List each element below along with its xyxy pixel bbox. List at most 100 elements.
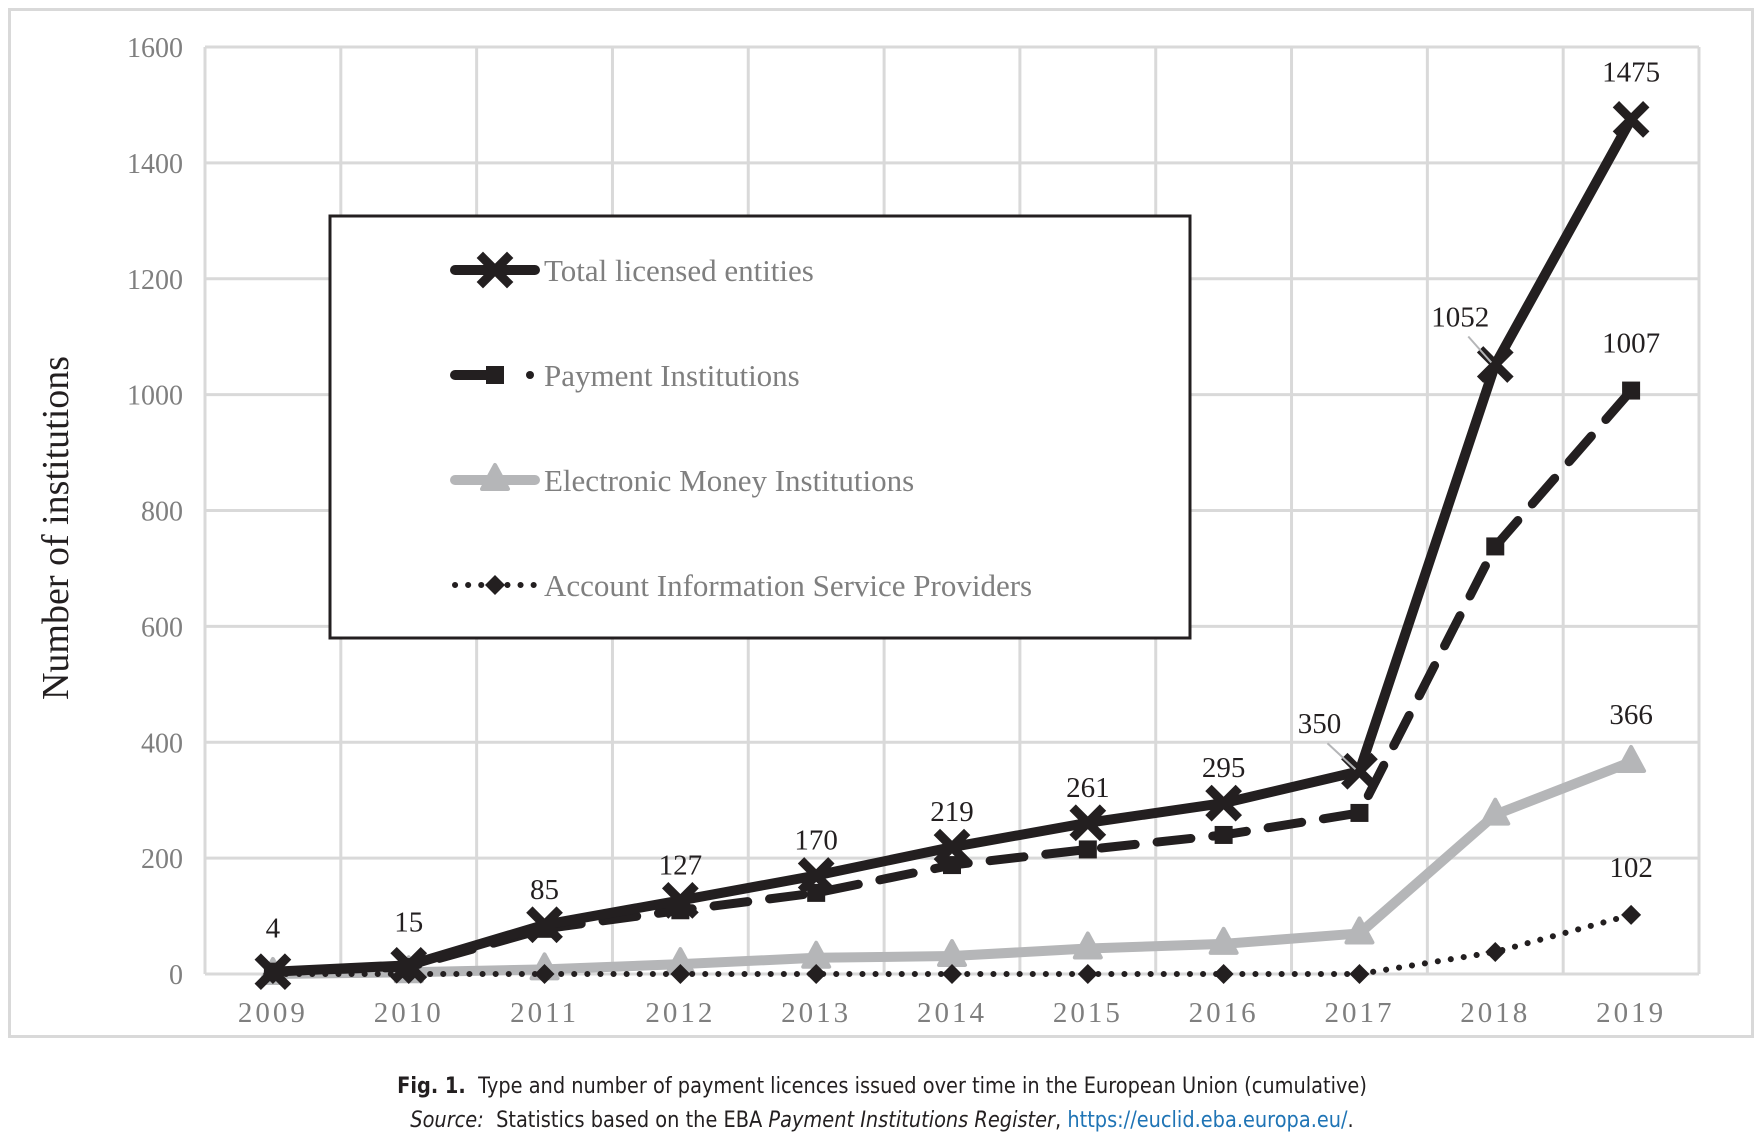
- marker-square: [486, 366, 504, 384]
- legend-swatch-dot: [526, 371, 534, 379]
- marker-diamond: [806, 964, 827, 984]
- x-tick-label: 2013: [781, 997, 851, 1029]
- leader-line: [1467, 335, 1493, 364]
- marker-diamond: [670, 964, 691, 984]
- marker-square: [1078, 840, 1097, 859]
- marker-square: [1486, 537, 1505, 556]
- marker-triangle: [1344, 916, 1375, 945]
- figure-title: Type and number of payment licences issu…: [478, 1074, 1367, 1099]
- figure-number: Fig. 1.: [397, 1074, 466, 1099]
- y-tick-label: 200: [141, 844, 183, 875]
- marker-diamond: [1213, 964, 1234, 984]
- source-label: Source:: [410, 1108, 484, 1133]
- x-tick-label: 2011: [510, 997, 579, 1029]
- marker-square: [1622, 381, 1641, 400]
- data-label: 85: [530, 874, 559, 906]
- legend-label: Electronic Money Institutions: [544, 463, 914, 498]
- data-label: 1007: [1602, 328, 1660, 360]
- y-axis-label: Number of institutions: [35, 356, 77, 700]
- x-tick-label: 2016: [1189, 997, 1259, 1029]
- y-tick-label: 1600: [127, 33, 183, 64]
- x-tick-label: 2009: [238, 997, 308, 1029]
- marker-square: [1214, 825, 1233, 844]
- marker-triangle: [480, 463, 510, 491]
- data-label: 261: [1066, 772, 1110, 804]
- data-label: 4: [266, 913, 281, 945]
- marker-diamond: [1621, 904, 1642, 925]
- marker-x-cross: [797, 857, 835, 894]
- marker-diamond: [485, 575, 505, 595]
- marker-x-cross: [476, 251, 514, 289]
- x-tick-label: 2015: [1053, 997, 1123, 1029]
- y-tick-label: 600: [141, 612, 183, 643]
- marker-x-cross: [1612, 101, 1650, 138]
- x-tick-label: 2012: [645, 997, 715, 1029]
- marker-triangle: [1480, 797, 1511, 826]
- caption-line-1: Fig. 1. Type and number of payment licen…: [106, 1070, 1658, 1104]
- marker-x-cross: [254, 953, 292, 991]
- x-tick-label: 2010: [374, 997, 444, 1029]
- data-label: 219: [930, 796, 974, 828]
- source-separator: ,: [1055, 1108, 1068, 1133]
- marker-x-cross: [1205, 784, 1243, 822]
- data-label: 366: [1609, 699, 1653, 731]
- marker-diamond: [534, 964, 555, 984]
- legend-label: Payment Institutions: [544, 358, 800, 393]
- legend-label: Total licensed entities: [544, 253, 814, 288]
- y-tick-label: 1200: [127, 265, 183, 296]
- line-chart: 0 200 400 600 800 1000 1200 1400 1600 2009 2010 20…: [35, 33, 1701, 1029]
- marker-x-cross: [933, 828, 971, 866]
- leader-line: [1326, 742, 1357, 770]
- legend-item: Payment Institutions: [450, 358, 800, 393]
- source-register-name: Payment Institutions Register: [768, 1108, 1056, 1133]
- marker-diamond: [1077, 964, 1098, 984]
- data-label: 350: [1298, 708, 1342, 740]
- data-label: 170: [794, 825, 838, 857]
- chart-frame: [8, 8, 1754, 1038]
- source-text: Statistics based on the EBA: [496, 1108, 769, 1133]
- x-tick-label: 2014: [917, 997, 987, 1029]
- legend-item: Account Information Service Providers: [452, 568, 1032, 603]
- marker-triangle: [1616, 744, 1647, 773]
- y-tick-label: 400: [141, 728, 183, 759]
- y-axis-ticks: 0 200 400 600 800 1000 1200 1400 1600: [127, 33, 183, 991]
- legend: Total licensed entities Payment Instituti…: [328, 214, 1192, 640]
- marker-square: [807, 883, 826, 902]
- marker-square: [943, 856, 961, 875]
- y-tick-label: 800: [141, 497, 183, 528]
- y-tick-label: 0: [169, 960, 183, 991]
- data-label: 127: [659, 849, 703, 881]
- data-label: 295: [1202, 752, 1246, 784]
- source-link[interactable]: https://euclid.eba.europa.eu/: [1067, 1108, 1348, 1133]
- marker-diamond: [1485, 941, 1506, 962]
- data-label: 102: [1609, 852, 1653, 884]
- marker-x-cross: [661, 882, 699, 919]
- marker-triangle: [1208, 926, 1239, 955]
- legend-label: Account Information Service Providers: [544, 568, 1032, 603]
- marker-triangle: [1072, 931, 1103, 960]
- legend-box: [328, 214, 1192, 640]
- series-total-licensed-entities: [254, 101, 1650, 991]
- marker-x-cross: [390, 946, 428, 984]
- legend-item: Total licensed entities: [450, 251, 814, 289]
- legend-item: Electronic Money Institutions: [450, 463, 914, 498]
- source-period: .: [1347, 1108, 1354, 1133]
- marker-diamond: [1349, 964, 1370, 984]
- figure-caption: Fig. 1. Type and number of payment licen…: [106, 1070, 1658, 1138]
- caption-line-2: Source: Statistics based on the EBA Paym…: [106, 1104, 1658, 1138]
- data-label: 1475: [1602, 56, 1660, 88]
- marker-diamond: [942, 964, 962, 984]
- marker-x-cross: [1069, 804, 1107, 842]
- data-label: 1052: [1431, 301, 1489, 333]
- data-labels: 4 15 85 127 170 219 261 295 350 1052 1475 1007 366 10…: [266, 56, 1660, 944]
- marker-x-cross: [526, 906, 563, 944]
- marker-x-cross: [1341, 752, 1378, 790]
- series-layer: [254, 101, 1650, 991]
- x-tick-label: 2017: [1324, 997, 1394, 1029]
- y-tick-label: 1000: [127, 381, 183, 412]
- x-tick-label: 2019: [1596, 997, 1666, 1029]
- data-label: 15: [394, 906, 423, 938]
- y-tick-label: 1400: [127, 149, 183, 180]
- marker-square: [1350, 803, 1369, 822]
- x-axis-ticks: 2009 2010 2011 2012 2013 2014 2015 2016 2017 2018…: [238, 997, 1666, 1029]
